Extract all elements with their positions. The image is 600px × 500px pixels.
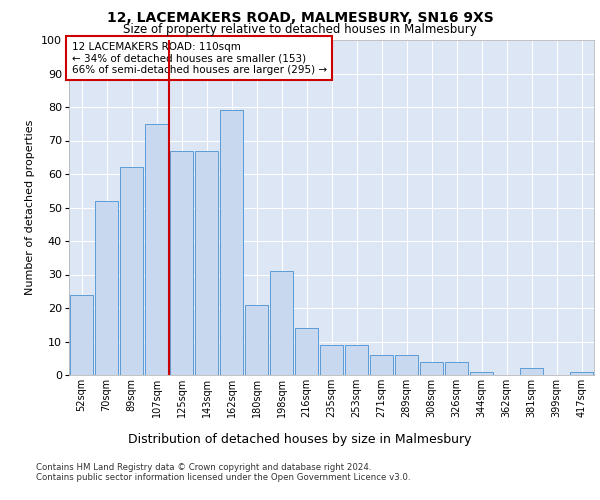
Text: Size of property relative to detached houses in Malmesbury: Size of property relative to detached ho… bbox=[123, 22, 477, 36]
Bar bbox=[295, 328, 318, 375]
Bar bbox=[570, 372, 593, 375]
Bar bbox=[320, 345, 343, 375]
Bar bbox=[70, 294, 93, 375]
Bar bbox=[245, 304, 268, 375]
Text: Contains public sector information licensed under the Open Government Licence v3: Contains public sector information licen… bbox=[36, 472, 410, 482]
Bar bbox=[220, 110, 243, 375]
Bar bbox=[470, 372, 493, 375]
Bar bbox=[370, 355, 393, 375]
Text: Contains HM Land Registry data © Crown copyright and database right 2024.: Contains HM Land Registry data © Crown c… bbox=[36, 462, 371, 471]
Bar bbox=[395, 355, 418, 375]
Bar bbox=[95, 201, 118, 375]
Bar bbox=[445, 362, 468, 375]
Text: 12, LACEMAKERS ROAD, MALMESBURY, SN16 9XS: 12, LACEMAKERS ROAD, MALMESBURY, SN16 9X… bbox=[107, 11, 493, 25]
Text: Distribution of detached houses by size in Malmesbury: Distribution of detached houses by size … bbox=[128, 432, 472, 446]
Bar bbox=[345, 345, 368, 375]
Bar bbox=[120, 168, 143, 375]
Bar bbox=[145, 124, 168, 375]
Text: 12 LACEMAKERS ROAD: 110sqm
← 34% of detached houses are smaller (153)
66% of sem: 12 LACEMAKERS ROAD: 110sqm ← 34% of deta… bbox=[71, 42, 327, 75]
Y-axis label: Number of detached properties: Number of detached properties bbox=[25, 120, 35, 295]
Bar bbox=[170, 150, 193, 375]
Bar bbox=[520, 368, 543, 375]
Bar bbox=[270, 271, 293, 375]
Bar bbox=[420, 362, 443, 375]
Bar bbox=[195, 150, 218, 375]
